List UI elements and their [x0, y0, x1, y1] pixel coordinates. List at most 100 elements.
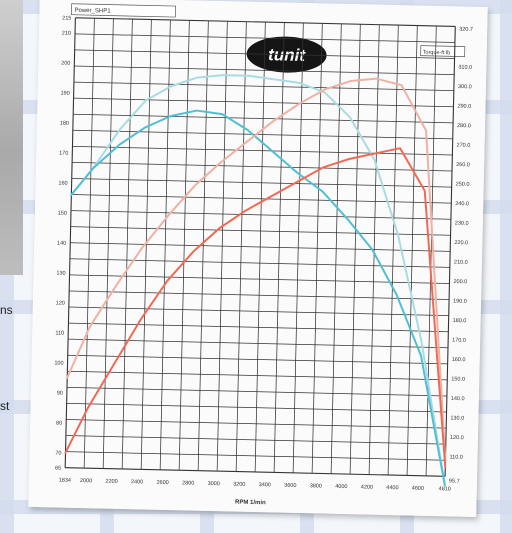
- grid-line-horizontal: [69, 290, 450, 300]
- series-line: [70, 74, 446, 487]
- x-tick-label: 4400: [386, 485, 398, 491]
- right-tick-label: 200.0: [453, 279, 467, 285]
- right-tick-label: 230.0: [455, 220, 469, 226]
- right-tick-label: 250.0: [456, 181, 470, 187]
- right-min-label: 95.7: [449, 478, 460, 484]
- grid-line-vertical: [64, 17, 76, 468]
- x-tick-label: 2800: [182, 480, 194, 486]
- grid-line-horizontal: [73, 113, 454, 124]
- grid-line-horizontal: [74, 49, 455, 59]
- right-tick-label: 210.0: [454, 259, 468, 265]
- right-tick-label: 270.0: [457, 142, 471, 148]
- x-tick-label: 3000: [208, 481, 220, 487]
- grid-line-horizontal: [72, 145, 453, 156]
- left-tick-label: 80: [56, 420, 62, 426]
- grid-line-horizontal: [68, 306, 449, 317]
- left-tick-label: 70: [55, 450, 61, 456]
- left-tick-label: 160: [58, 180, 67, 186]
- right-tick-label: 110.0: [449, 454, 462, 460]
- left-tick-label: 130: [56, 270, 65, 276]
- right-max-label: 320.7: [459, 27, 473, 33]
- left-tick-label: 200: [61, 60, 70, 66]
- right-tick-label: 290.0: [457, 103, 471, 109]
- grid-line-horizontal: [66, 386, 447, 397]
- grid-line-horizontal: [66, 419, 447, 429]
- grid-line-horizontal: [71, 178, 452, 188]
- right-tick-label: 120.0: [450, 435, 464, 441]
- side-photo: [0, 0, 23, 275]
- chart-series: [64, 74, 447, 487]
- x-tick-label: 1834: [59, 478, 71, 484]
- power-label: Power_SHP1: [74, 8, 111, 15]
- left-tick-label: 180: [60, 120, 69, 126]
- grid-line-horizontal: [75, 33, 455, 43]
- chart-ticks: 1834 2000 2200 2400 2600 2800 3000 3200 3400 3600…: [54, 15, 473, 492]
- x-tick-label: 2400: [131, 479, 143, 485]
- x-tick-label: 2200: [105, 479, 117, 485]
- x-tick-label: 4600: [412, 486, 424, 492]
- grid-line-horizontal: [75, 17, 456, 27]
- left-tick-label: 150: [58, 210, 67, 216]
- x-tick-label: 2600: [156, 480, 168, 486]
- grid-line-horizontal: [74, 65, 455, 75]
- x-axis-label: RPM 1/min: [235, 500, 266, 507]
- left-tick-label: 140: [57, 240, 66, 246]
- left-tick-label: 100: [54, 360, 63, 366]
- chart-grid: [64, 17, 456, 477]
- grid-line-horizontal: [73, 81, 454, 92]
- grid-line-horizontal: [70, 210, 451, 220]
- torque-label: Torque-ft lb: [423, 50, 451, 57]
- left-tick-label: 90: [57, 390, 63, 396]
- x-tick-label: 2000: [80, 478, 92, 484]
- grid-line-horizontal: [65, 451, 446, 461]
- grid-line-horizontal: [70, 226, 451, 236]
- left-tick-label: 110: [55, 330, 64, 336]
- grid-line-horizontal: [65, 467, 446, 477]
- right-tick-label: 130.0: [450, 415, 464, 421]
- left-tick-label: 120: [56, 300, 65, 306]
- series-line: [64, 147, 447, 469]
- grid-line-horizontal: [67, 370, 448, 381]
- right-tick-label: 170.0: [452, 337, 466, 343]
- right-tick-label: 190.0: [453, 298, 467, 304]
- x-tick-label: 4000: [335, 484, 347, 490]
- grid-line-horizontal: [68, 338, 448, 349]
- side-text-2: st: [0, 399, 10, 413]
- grid-line-horizontal: [72, 129, 453, 140]
- series-line: [66, 77, 447, 463]
- x-tick-label: 4200: [361, 484, 373, 490]
- torque-label-box: [420, 45, 466, 57]
- left-tick-label: 210: [62, 30, 71, 36]
- grid-line-horizontal: [67, 354, 448, 365]
- right-tick-label: 280.0: [457, 123, 471, 129]
- right-tick-label: 310.0: [458, 64, 472, 70]
- series-line: [70, 109, 446, 487]
- right-tick-label: 140.0: [451, 396, 465, 402]
- right-tick-label: 260.0: [456, 162, 470, 168]
- left-tick-label: 65: [55, 465, 61, 471]
- dyno-chart: Power_SHP1 Torque-ft lb tunit 1834200022…: [28, 0, 488, 518]
- left-tick-label: 190: [60, 90, 69, 96]
- dyno-chart-sheet: Power_SHP1 Torque-ft lb tunit 1834200022…: [28, 0, 488, 518]
- x-tick-label: 3600: [284, 483, 296, 489]
- grid-line-horizontal: [68, 322, 449, 333]
- right-tick-label: 150.0: [451, 376, 465, 382]
- grid-line-horizontal: [69, 274, 450, 284]
- x-tick-label: 3400: [259, 482, 271, 488]
- power-label-box: [71, 3, 177, 18]
- grid-line-horizontal: [73, 97, 454, 108]
- x-tick-label: 4810: [439, 486, 451, 492]
- x-tick-label: 3800: [310, 483, 322, 489]
- grid-line-horizontal: [70, 242, 451, 252]
- right-tick-label: 240.0: [455, 201, 469, 207]
- right-tick-label: 220.0: [454, 240, 468, 246]
- x-tick-label: 3200: [233, 481, 245, 487]
- right-tick-label: 180.0: [453, 318, 467, 324]
- right-tick-label: 300.0: [458, 84, 472, 90]
- right-tick-label: 160.0: [452, 357, 466, 363]
- left-tick-label: 215: [62, 15, 71, 21]
- grid-line-horizontal: [72, 162, 453, 172]
- left-tick-label: 170: [59, 150, 68, 156]
- grid-line-horizontal: [65, 435, 446, 445]
- side-text-1: ns: [0, 303, 13, 317]
